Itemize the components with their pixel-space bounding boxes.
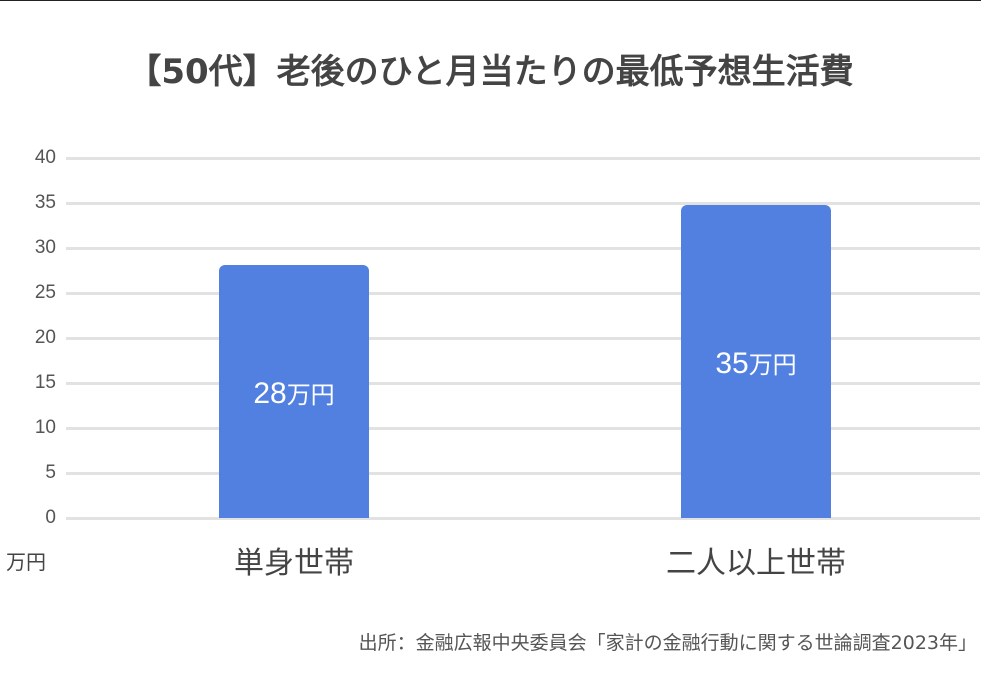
gridline-5	[66, 472, 980, 475]
x-label-multi-person-household: 二人以上世帯	[666, 546, 846, 581]
y-tick-25: 25	[34, 282, 56, 303]
x-label-single-household: 単身世帯	[234, 546, 354, 581]
bar-multi-person-household: 35万円	[681, 205, 831, 518]
y-tick-40: 40	[34, 147, 56, 168]
gridline-35	[66, 202, 980, 205]
y-axis-unit: 万円	[6, 550, 46, 574]
bar-value-label: 35万円	[715, 347, 797, 380]
gridline-10	[66, 427, 980, 430]
y-tick-10: 10	[34, 417, 56, 438]
gridline-30	[66, 247, 980, 250]
gridline-15	[66, 382, 980, 385]
y-tick-0: 0	[45, 507, 56, 528]
y-tick-5: 5	[45, 462, 56, 483]
bar-single-household: 28万円	[219, 265, 369, 518]
top-border	[0, 0, 981, 1]
gridline-40	[66, 157, 980, 160]
y-tick-30: 30	[34, 237, 56, 258]
y-tick-20: 20	[34, 327, 56, 348]
gridline-20	[66, 337, 980, 340]
gridline-25	[66, 292, 980, 295]
plot-area: 28万円 35万円	[66, 157, 980, 520]
chart-title: 【50代】老後のひと月当たりの最低予想生活費	[127, 52, 854, 92]
source-note: 出所：金融広報中央委員会「家計の金融行動に関する世論調査2023年」	[358, 632, 977, 654]
gridline-0	[66, 517, 980, 520]
y-tick-15: 15	[34, 372, 56, 393]
bar-value-label: 28万円	[253, 377, 335, 410]
y-tick-35: 35	[34, 192, 56, 213]
